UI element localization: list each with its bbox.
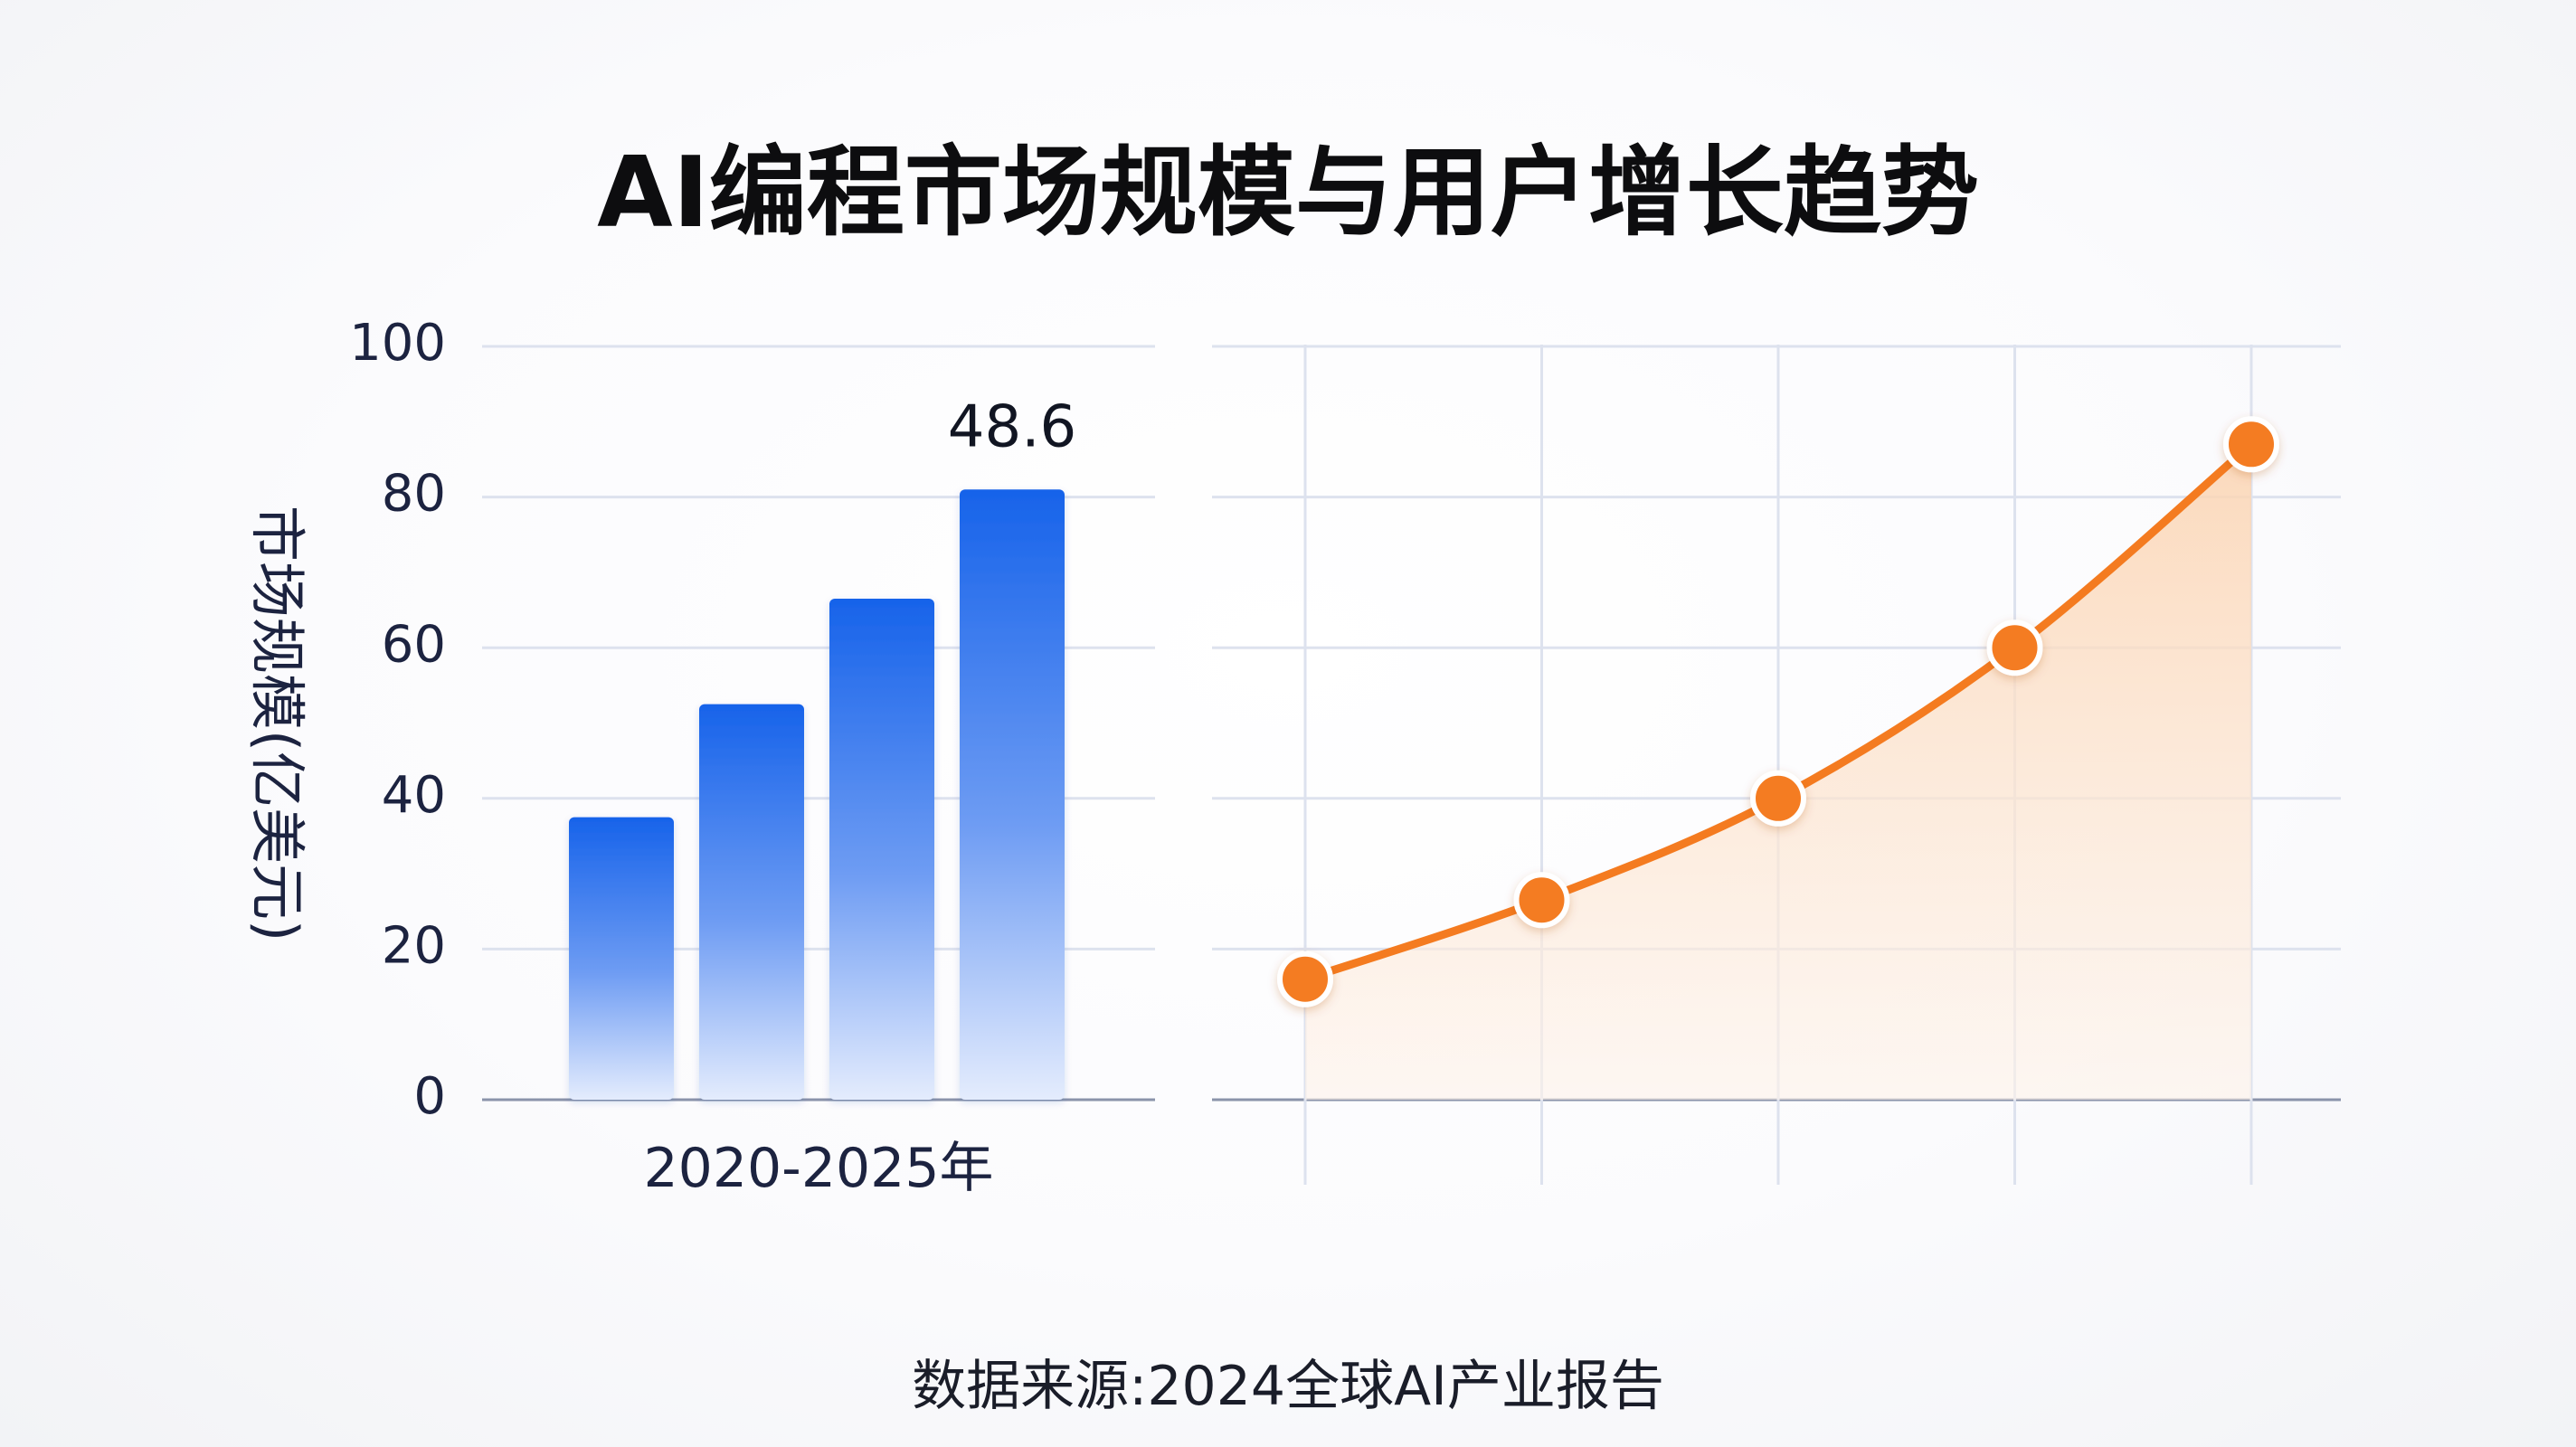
bar — [569, 817, 674, 1100]
line-point — [2223, 416, 2279, 473]
y-tick-label: 40 — [382, 766, 446, 825]
bar-chart-y-ticks: 0 20 40 60 80 100 — [349, 314, 446, 1126]
bar — [960, 489, 1065, 1100]
x-axis-label: 2020-2025年 — [643, 1137, 993, 1200]
line-point — [1986, 619, 2043, 676]
line-point — [1277, 950, 1333, 1007]
bar-series — [569, 489, 1065, 1100]
y-tick-label: 60 — [382, 615, 446, 674]
bar — [699, 704, 804, 1100]
y-axis-label: 市场规模(亿美元) — [244, 506, 310, 941]
bar — [829, 599, 934, 1100]
line-area-fill — [1305, 444, 2251, 1100]
y-tick-label: 80 — [382, 465, 446, 524]
line-points — [1277, 416, 2279, 1007]
line-point — [1750, 770, 1806, 827]
source-note: 数据来源:2024全球AI产业报告 — [912, 1355, 1664, 1418]
chart-title: AI编程市场规模与用户增长趋势 — [597, 137, 1979, 250]
y-tick-label: 0 — [413, 1067, 446, 1126]
bar-data-label: 48.6 — [948, 393, 1077, 460]
y-tick-label: 100 — [349, 314, 446, 373]
bar-data-labels: 48.6 — [948, 393, 1077, 460]
line-point — [1513, 872, 1570, 929]
y-tick-label: 20 — [382, 917, 446, 976]
